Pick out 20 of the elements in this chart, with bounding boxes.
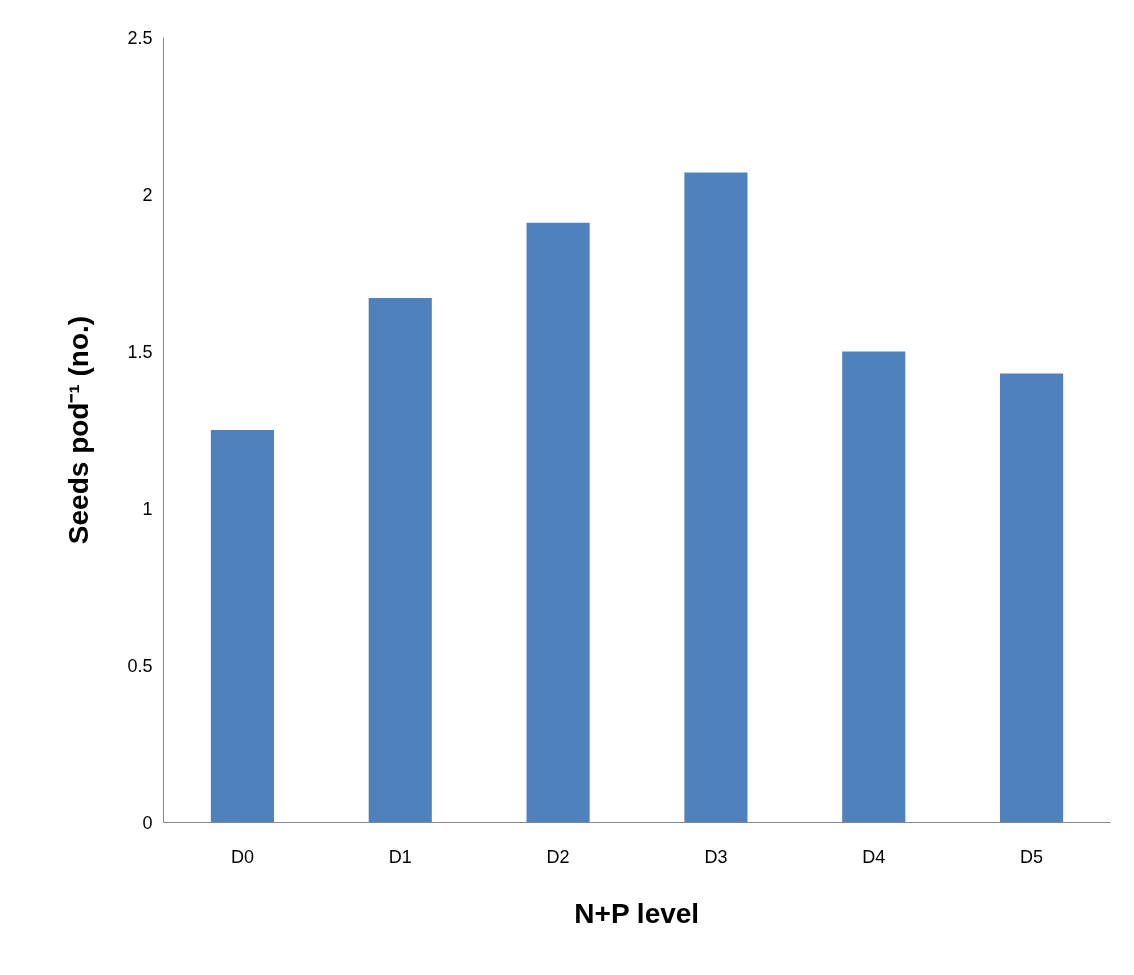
- x-tick-label: D5: [1020, 846, 1044, 867]
- y-tick-label: 1: [142, 499, 153, 519]
- x-tick-label: D4: [862, 846, 886, 867]
- bar: [1000, 373, 1064, 823]
- bar: [210, 430, 274, 823]
- bar: [842, 351, 906, 823]
- y-tick-label: 2: [142, 185, 153, 205]
- x-axis-title: N+P level: [574, 897, 700, 929]
- x-tick-label: D1: [388, 846, 412, 867]
- x-tick-label: D2: [546, 846, 570, 867]
- bar: [684, 172, 748, 823]
- y-axis-title: Seeds pod⁻¹ (no.): [63, 315, 95, 545]
- x-tick-label: D0: [230, 846, 254, 867]
- bar: [526, 222, 590, 823]
- y-tick-label: 0: [142, 813, 153, 833]
- bar: [368, 298, 432, 823]
- y-tick-label: 1.5: [127, 342, 153, 362]
- x-tick-label: D3: [704, 846, 728, 867]
- y-tick-label: 2.5: [127, 28, 153, 48]
- y-tick-label: 0.5: [127, 656, 153, 676]
